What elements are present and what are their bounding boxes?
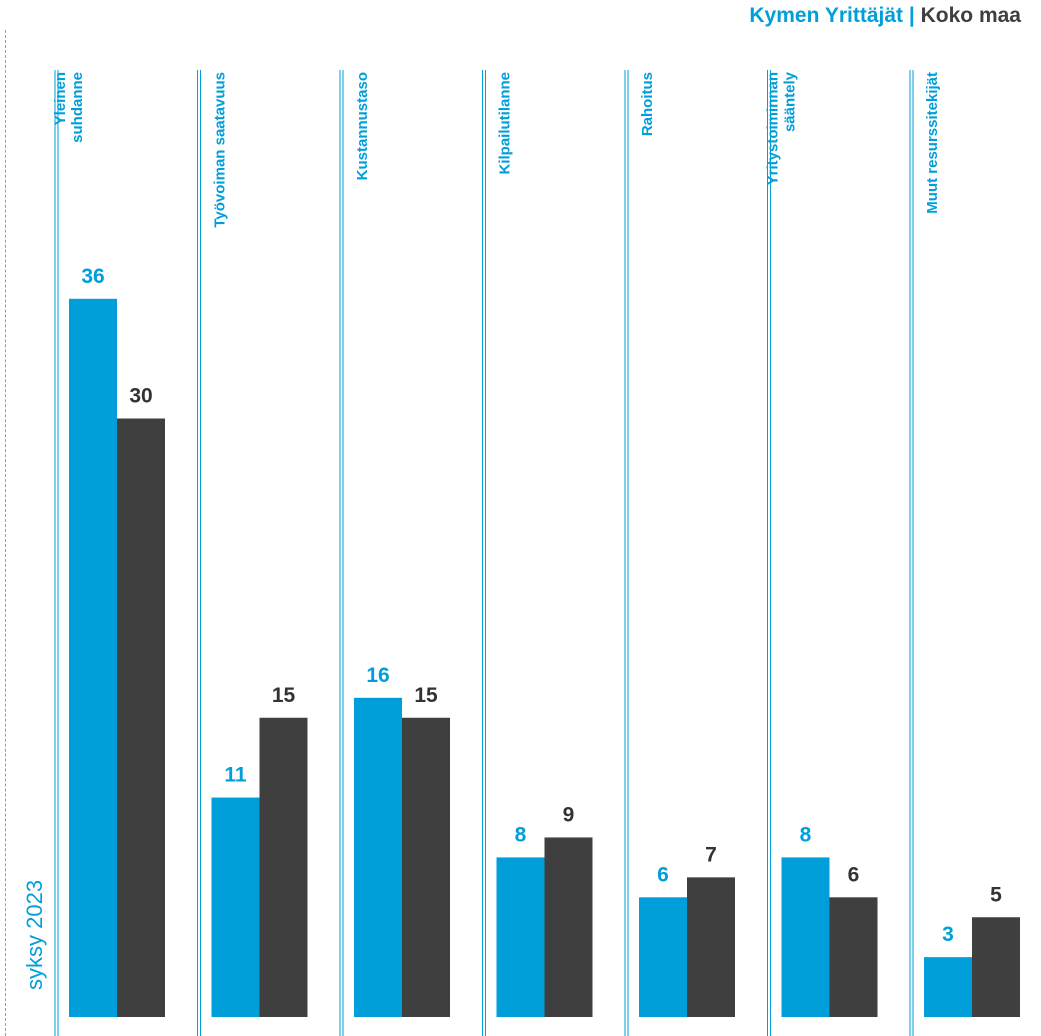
legend-series-2: Koko maa — [920, 4, 1021, 27]
bar-koko-maa — [829, 897, 878, 1017]
bar-koko-maa — [259, 717, 308, 1017]
category-label-line: Yritystoiminnan — [765, 72, 782, 185]
category-label: Yritystoiminnansääntely — [765, 71, 799, 185]
data-label: 7 — [705, 843, 717, 866]
bar-kymen-yrittajat — [781, 857, 830, 1017]
dashed-border — [5, 30, 6, 1036]
data-label: 30 — [129, 385, 152, 408]
category-label: Työvoiman saatavuus — [212, 72, 229, 228]
category-label-line: Kustannustaso — [354, 72, 371, 180]
data-label: 36 — [81, 265, 104, 288]
data-label: 11 — [224, 764, 247, 787]
data-label: 3 — [942, 923, 954, 946]
bar-kymen-yrittajat — [496, 857, 545, 1017]
category-label-line: suhdanne — [69, 72, 86, 143]
bar-koko-maa — [117, 418, 165, 1017]
data-label: 6 — [848, 863, 860, 886]
data-label: 5 — [990, 883, 1002, 906]
bar-kymen-yrittajat — [639, 897, 687, 1017]
bar-kymen-yrittajat — [211, 797, 260, 1017]
data-label: 15 — [272, 684, 296, 707]
legend-series-1: Kymen Yrittäjät — [749, 4, 904, 27]
bar-kymen-yrittajat — [69, 298, 117, 1017]
data-label: 6 — [657, 863, 669, 886]
category-label-line: Muut resurssitekijät — [924, 72, 941, 214]
bar-koko-maa — [972, 917, 1020, 1017]
category-label-line: sääntely — [782, 71, 799, 132]
data-label: 9 — [563, 803, 575, 826]
category-label-line: Rahoitus — [639, 72, 656, 136]
bar-koko-maa — [544, 837, 593, 1017]
bar-koko-maa — [687, 877, 735, 1017]
category-label: Muut resurssitekijät — [924, 72, 941, 214]
category-label-line: Työvoiman saatavuus — [212, 72, 229, 228]
category-label: Rahoitus — [639, 72, 656, 136]
legend: Kymen Yrittäjät | Koko maa — [749, 4, 1021, 28]
category-label-line: Yleinen — [52, 72, 69, 125]
data-label: 8 — [515, 823, 527, 846]
bar-kymen-yrittajat — [924, 957, 972, 1017]
category-label: Yleinensuhdanne — [52, 72, 86, 143]
data-label: 16 — [366, 664, 389, 687]
category-label-line: Kilpailutilanne — [497, 72, 514, 175]
data-label: 15 — [414, 684, 438, 707]
category-label: Kustannustaso — [354, 72, 371, 180]
legend-separator: | — [908, 4, 915, 27]
bar-koko-maa — [402, 717, 450, 1017]
category-label: Kilpailutilanne — [497, 72, 514, 175]
bar-kymen-yrittajat — [354, 697, 402, 1017]
data-label: 8 — [800, 823, 812, 846]
